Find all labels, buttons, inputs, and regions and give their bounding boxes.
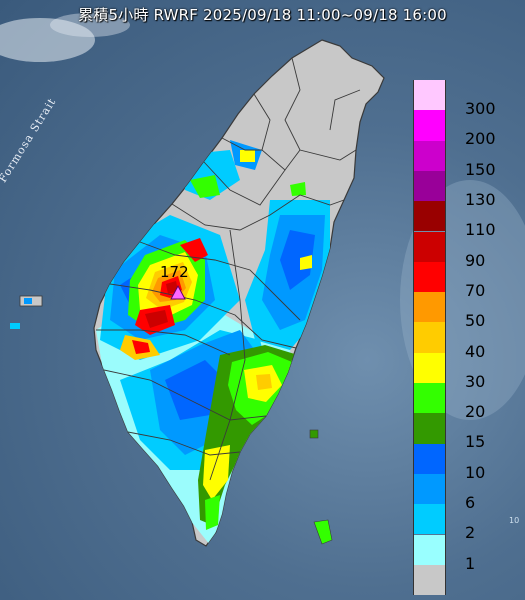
legend-label: 10 <box>465 462 486 482</box>
legend-label: 30 <box>465 371 486 391</box>
legend-swatch <box>413 261 446 293</box>
penghu-rain-cell <box>24 298 32 304</box>
legend-swatch <box>413 473 446 505</box>
legend-swatch <box>413 80 446 111</box>
legend-label: 70 <box>465 280 486 300</box>
penghu-rain-cell <box>10 323 20 329</box>
legend-label: 200 <box>465 129 496 149</box>
legend-label: 6 <box>465 493 476 513</box>
legend-swatch <box>413 534 446 565</box>
legend-swatch <box>413 322 446 353</box>
legend-label: 300 <box>465 99 496 119</box>
legend-swatch <box>413 564 446 596</box>
legend-swatch <box>413 292 446 323</box>
corner-tick-label: 10 <box>509 516 520 525</box>
legend-swatch <box>413 383 446 414</box>
legend-label: 150 <box>465 159 496 179</box>
legend-label: 1 <box>465 553 476 573</box>
cloud-patch <box>0 18 95 62</box>
legend-label: 15 <box>465 432 486 452</box>
max-rainfall-value: 172 <box>160 263 189 281</box>
max-rainfall-marker-icon <box>170 284 186 300</box>
county-boundaries <box>96 57 361 481</box>
legend-label: 90 <box>465 250 486 270</box>
legend-swatch <box>413 413 446 444</box>
legend-swatch <box>413 140 446 171</box>
legend-swatch <box>413 352 446 383</box>
legend-label: 110 <box>465 220 496 240</box>
legend-swatch <box>413 504 446 535</box>
map-title: 累積5小時 RWRF 2025/09/18 11:00~09/18 16:00 <box>78 6 447 24</box>
legend-swatch <box>413 231 446 262</box>
legend-swatch <box>413 170 446 202</box>
legend-label: 40 <box>465 341 486 361</box>
cloud-patch <box>50 13 130 37</box>
legend-label: 50 <box>465 311 486 331</box>
legend-label: 130 <box>465 190 496 210</box>
green-island <box>309 429 319 439</box>
rainfall-layer <box>96 140 330 545</box>
legend-label: 2 <box>465 523 476 543</box>
legend-swatch <box>413 110 446 141</box>
legend-swatch <box>413 443 446 474</box>
legend-label: 20 <box>465 402 486 422</box>
orchid-island <box>313 519 333 545</box>
legend-swatch <box>413 201 446 232</box>
